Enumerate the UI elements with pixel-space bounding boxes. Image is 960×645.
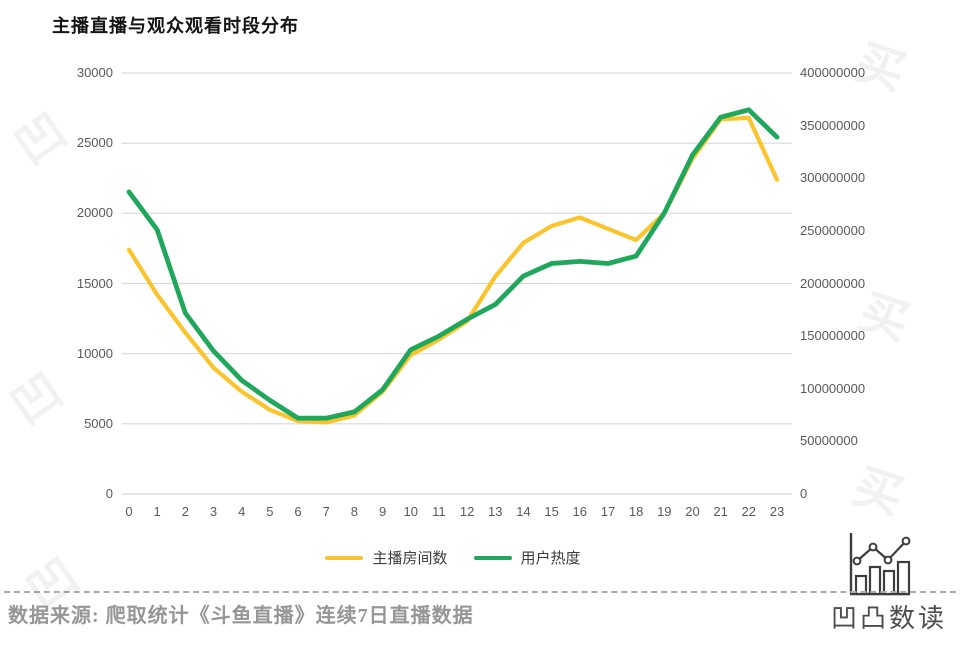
source-text: 数据来源: 爬取统计《斗鱼直播》连续7日直播数据: [8, 605, 474, 627]
legend-label-rooms: 主播房间数: [372, 550, 448, 567]
x-axis-label: 5: [266, 504, 274, 519]
legend-item-rooms: 主播房间数: [325, 547, 448, 568]
legend-label-heat: 用户热度: [520, 550, 581, 567]
x-axis-label: 3: [209, 504, 218, 519]
rooms-line-swatch-icon: [325, 555, 364, 560]
y-axis-right-label: 0: [800, 486, 808, 501]
y-axis-left-label: 30000: [76, 65, 113, 80]
heat-line-swatch-icon: [473, 555, 512, 560]
y-axis-left-label: 5000: [84, 415, 113, 431]
x-axis-label: 11: [432, 504, 446, 519]
x-axis-label: 18: [628, 504, 644, 519]
y-axis-left-label: 25000: [76, 135, 113, 151]
y-axis-right-label: 50000000: [800, 433, 858, 449]
y-axis-left-label: 20000: [76, 205, 113, 221]
x-axis-label: 16: [572, 504, 588, 519]
legend: 主播房间数 用户热度: [120, 547, 786, 568]
x-axis-label: 17: [600, 504, 616, 519]
x-axis-label: 14: [516, 504, 531, 519]
y-axis-right-label: 150000000: [800, 328, 866, 344]
x-axis-label: 13: [488, 504, 503, 519]
y-axis-right-label: 350000000: [800, 117, 866, 133]
y-axis-right-label: 300000000: [800, 170, 866, 186]
y-axis-left-label: 0: [105, 486, 113, 501]
x-axis-label: 10: [403, 504, 418, 519]
logo-text: 凹凸数读: [830, 603, 947, 633]
y-axis-left-label: 10000: [76, 345, 113, 361]
x-axis-label: 8: [350, 504, 358, 519]
y-axis-left-label: 15000: [76, 275, 113, 291]
chart-title: 主播直播与观众观看时段分布: [52, 16, 299, 36]
source-divider: [4, 591, 956, 593]
x-axis-label: 0: [125, 504, 133, 519]
y-axis-right-label: 400000000: [800, 65, 866, 80]
logo: 凹凸数读: [822, 531, 956, 635]
x-axis-label: 12: [459, 504, 475, 519]
x-axis-label: 7: [322, 504, 330, 519]
x-axis-label: 20: [685, 504, 700, 519]
rooms-line: [126, 115, 780, 425]
x-axis-label: 9: [378, 504, 387, 519]
legend-item-heat: 用户热度: [473, 547, 581, 568]
x-axis-label: 19: [657, 504, 672, 519]
x-axis-label: 2: [181, 504, 189, 519]
x-axis-label: 15: [544, 504, 559, 519]
bar-chart-logo-icon: [849, 533, 911, 596]
x-axis-label: 22: [741, 504, 757, 519]
x-axis-label: 21: [713, 504, 728, 519]
x-axis-label: 4: [238, 504, 246, 519]
y-axis-right-label: 200000000: [800, 275, 866, 291]
x-axis-label: 1: [153, 504, 161, 519]
heat-line: [126, 107, 780, 421]
y-axis-right-label: 250000000: [800, 222, 866, 238]
y-axis-right-label: 100000000: [800, 380, 866, 396]
x-axis-label: 6: [294, 504, 302, 519]
x-axis-label: 23: [769, 504, 785, 519]
